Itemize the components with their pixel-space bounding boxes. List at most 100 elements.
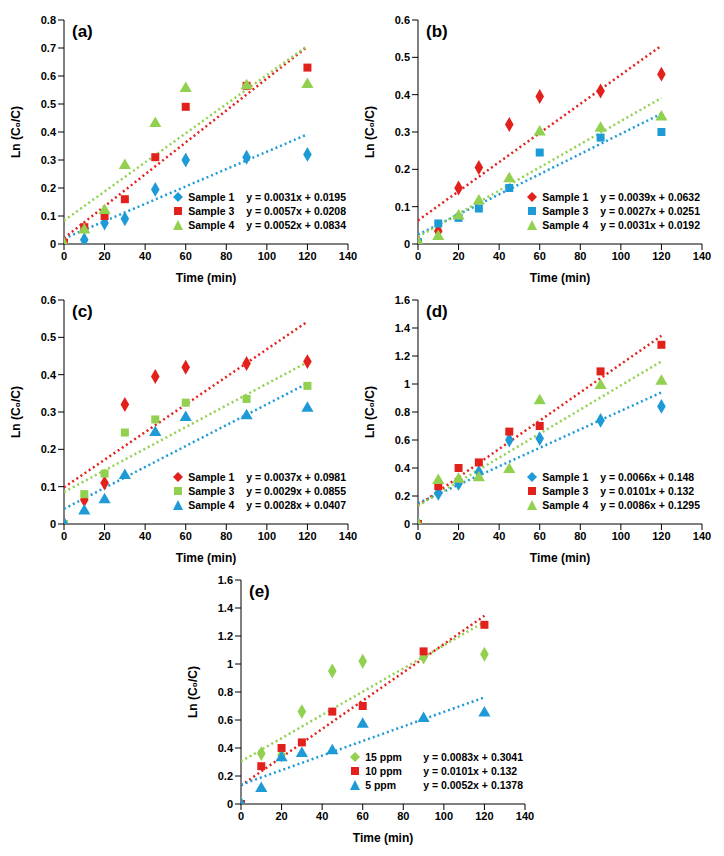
svg-text:20: 20	[98, 250, 110, 262]
svg-text:100: 100	[612, 250, 630, 262]
svg-text:60: 60	[180, 530, 192, 542]
svg-text:0.5: 0.5	[41, 331, 56, 343]
svg-text:1.2: 1.2	[218, 630, 233, 642]
svg-text:1.4: 1.4	[395, 322, 411, 334]
svg-text:0.3: 0.3	[41, 406, 56, 418]
svg-text:0.6: 0.6	[395, 14, 410, 26]
svg-text:0.8: 0.8	[41, 14, 56, 26]
html-text:y = 0.0057x + 0.0208: y = 0.0057x + 0.0208	[246, 205, 346, 217]
svg-text:0: 0	[415, 530, 421, 542]
svg-text:0.4: 0.4	[395, 89, 411, 101]
svg-text:Ln (C₀/C): Ln (C₀/C)	[363, 106, 377, 158]
svg-text:0.5: 0.5	[41, 98, 56, 110]
svg-text:0.3: 0.3	[41, 154, 56, 166]
html-text:(e): (e)	[249, 582, 270, 601]
svg-text:20: 20	[98, 530, 110, 542]
svg-text:80: 80	[574, 530, 586, 542]
html-text:(a): (a)	[72, 22, 93, 41]
svg-text:80: 80	[220, 250, 232, 262]
svg-text:140: 140	[693, 250, 711, 262]
svg-text:0.2: 0.2	[41, 443, 56, 455]
svg-text:140: 140	[339, 250, 357, 262]
svg-text:60: 60	[534, 530, 546, 542]
svg-text:Ln (C₀/C): Ln (C₀/C)	[363, 386, 377, 438]
svg-text:100: 100	[435, 810, 453, 822]
svg-text:0.1: 0.1	[41, 210, 56, 222]
svg-text:20: 20	[452, 250, 464, 262]
svg-text:Time (min): Time (min)	[530, 551, 590, 565]
svg-text:100: 100	[612, 530, 630, 542]
svg-text:80: 80	[397, 810, 409, 822]
svg-text:0.6: 0.6	[218, 714, 233, 726]
svg-text:0: 0	[61, 250, 67, 262]
svg-text:0.2: 0.2	[41, 182, 56, 194]
svg-text:1: 1	[404, 378, 410, 390]
svg-text:0.4: 0.4	[41, 369, 57, 381]
svg-text:120: 120	[475, 810, 493, 822]
svg-text:0.5: 0.5	[395, 51, 410, 63]
svg-text:Time (min): Time (min)	[530, 271, 590, 285]
svg-text:40: 40	[139, 530, 151, 542]
svg-text:0.7: 0.7	[41, 42, 56, 54]
svg-text:1: 1	[227, 658, 233, 670]
svg-text:Time (min): Time (min)	[353, 831, 413, 845]
svg-text:140: 140	[516, 810, 534, 822]
svg-text:0.6: 0.6	[41, 294, 56, 306]
svg-text:100: 100	[258, 530, 276, 542]
svg-text:120: 120	[652, 250, 670, 262]
svg-text:0.2: 0.2	[395, 490, 410, 502]
svg-text:120: 120	[298, 250, 316, 262]
svg-text:80: 80	[574, 250, 586, 262]
svg-text:40: 40	[493, 530, 505, 542]
svg-text:0.4: 0.4	[395, 462, 411, 474]
svg-text:120: 120	[298, 530, 316, 542]
svg-text:0.4: 0.4	[218, 742, 234, 754]
svg-text:100: 100	[258, 250, 276, 262]
html-text:Sample 1: Sample 1	[188, 191, 235, 203]
svg-text:1.6: 1.6	[395, 294, 410, 306]
svg-text:0: 0	[50, 238, 56, 250]
svg-text:Ln (C₀/C): Ln (C₀/C)	[9, 106, 23, 158]
svg-text:0.1: 0.1	[395, 201, 410, 213]
html-text:Sample 3: Sample 3	[188, 205, 235, 217]
svg-text:0.6: 0.6	[395, 434, 410, 446]
svg-text:0: 0	[238, 810, 244, 822]
svg-text:60: 60	[180, 250, 192, 262]
svg-text:20: 20	[452, 530, 464, 542]
svg-text:0: 0	[227, 798, 233, 810]
svg-text:0: 0	[50, 518, 56, 530]
html-text:(d): (d)	[426, 302, 448, 321]
svg-text:60: 60	[534, 250, 546, 262]
svg-text:Ln (C₀/C): Ln (C₀/C)	[186, 666, 200, 718]
svg-text:Time (min): Time (min)	[176, 551, 236, 565]
svg-text:0: 0	[404, 238, 410, 250]
svg-text:0.8: 0.8	[395, 406, 410, 418]
svg-text:20: 20	[275, 810, 287, 822]
svg-text:120: 120	[652, 530, 670, 542]
svg-text:Ln (C₀/C): Ln (C₀/C)	[9, 386, 23, 438]
svg-text:0.2: 0.2	[395, 163, 410, 175]
svg-text:80: 80	[220, 530, 232, 542]
svg-text:0: 0	[61, 530, 67, 542]
svg-text:Time (min): Time (min)	[176, 271, 236, 285]
svg-text:0: 0	[404, 518, 410, 530]
svg-text:140: 140	[693, 530, 711, 542]
svg-text:60: 60	[357, 810, 369, 822]
svg-text:1.2: 1.2	[395, 350, 410, 362]
svg-text:140: 140	[339, 530, 357, 542]
svg-text:1.6: 1.6	[218, 574, 233, 586]
svg-text:0.1: 0.1	[41, 481, 56, 493]
svg-text:1.4: 1.4	[218, 602, 234, 614]
html-text:(c): (c)	[72, 302, 93, 321]
svg-text:0: 0	[415, 250, 421, 262]
html-text:y = 0.0031x + 0.0195: y = 0.0031x + 0.0195	[246, 191, 346, 203]
svg-text:0.3: 0.3	[395, 126, 410, 138]
svg-text:40: 40	[316, 810, 328, 822]
svg-text:40: 40	[139, 250, 151, 262]
svg-text:0.4: 0.4	[41, 126, 57, 138]
svg-text:0.6: 0.6	[41, 70, 56, 82]
html-text:(b): (b)	[426, 22, 448, 41]
svg-text:0.8: 0.8	[218, 686, 233, 698]
svg-text:40: 40	[493, 250, 505, 262]
svg-text:0.2: 0.2	[218, 770, 233, 782]
